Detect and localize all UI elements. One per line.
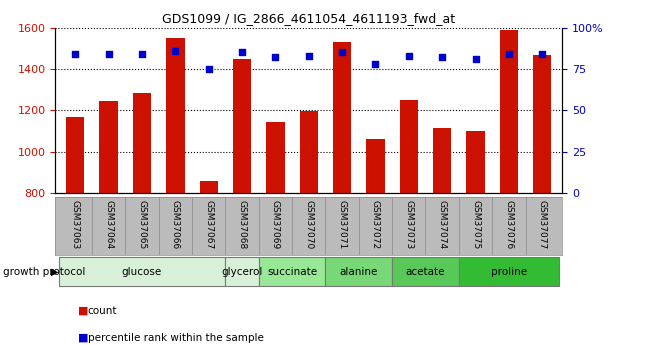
Text: GSM37066: GSM37066	[171, 199, 180, 249]
Bar	[58, 257, 226, 286]
Point	[437, 55, 447, 60]
Bar	[200, 181, 218, 193]
Point	[370, 61, 381, 67]
Text: GSM37077: GSM37077	[538, 199, 547, 249]
Text: GSM37075: GSM37075	[471, 199, 480, 249]
Bar	[533, 55, 551, 193]
Text: ▶: ▶	[51, 267, 58, 277]
Text: succinate: succinate	[267, 267, 317, 277]
Title: GDS1099 / IG_2866_4611054_4611193_fwd_at: GDS1099 / IG_2866_4611054_4611193_fwd_at	[162, 12, 455, 25]
Bar	[333, 42, 351, 193]
Bar	[433, 128, 451, 193]
Text: GSM37069: GSM37069	[271, 199, 280, 249]
Text: GSM37072: GSM37072	[371, 199, 380, 249]
Text: ■: ■	[78, 306, 88, 315]
Point	[471, 56, 481, 62]
Point	[136, 51, 147, 57]
Text: GSM37067: GSM37067	[204, 199, 213, 249]
Text: acetate: acetate	[406, 267, 445, 277]
Bar	[392, 257, 459, 286]
Point	[504, 51, 514, 57]
Bar	[259, 257, 326, 286]
Text: GSM37073: GSM37073	[404, 199, 413, 249]
Bar	[300, 111, 318, 193]
Bar	[367, 139, 385, 193]
Text: GSM37064: GSM37064	[104, 199, 113, 249]
Text: glycerol: glycerol	[222, 267, 263, 277]
Point	[237, 50, 247, 55]
Point	[170, 48, 181, 53]
Text: GSM37063: GSM37063	[71, 199, 80, 249]
Bar	[66, 117, 84, 193]
Text: ■: ■	[78, 333, 88, 343]
Text: GSM37071: GSM37071	[337, 199, 346, 249]
Point	[404, 53, 414, 59]
Point	[537, 51, 547, 57]
Point	[103, 51, 114, 57]
Text: glucose: glucose	[122, 267, 162, 277]
Text: GSM37076: GSM37076	[504, 199, 514, 249]
Bar	[500, 30, 518, 193]
Text: GSM37070: GSM37070	[304, 199, 313, 249]
Text: GSM37068: GSM37068	[237, 199, 246, 249]
Text: GSM37065: GSM37065	[137, 199, 146, 249]
Text: percentile rank within the sample: percentile rank within the sample	[88, 333, 264, 343]
Bar	[99, 101, 118, 193]
Text: count: count	[88, 306, 117, 315]
Text: growth protocol: growth protocol	[3, 267, 86, 277]
Text: GSM37074: GSM37074	[437, 199, 447, 249]
Bar	[233, 59, 251, 193]
Point	[270, 55, 281, 60]
Bar	[326, 257, 392, 286]
Bar	[166, 38, 185, 193]
Text: proline: proline	[491, 267, 527, 277]
Point	[70, 51, 81, 57]
Bar	[466, 131, 485, 193]
Bar	[400, 100, 418, 193]
Bar	[459, 257, 559, 286]
Bar	[226, 257, 259, 286]
Point	[304, 53, 314, 59]
Point	[203, 66, 214, 72]
Text: alanine: alanine	[339, 267, 378, 277]
Bar	[133, 93, 151, 193]
Point	[337, 50, 347, 55]
Bar	[266, 122, 285, 193]
